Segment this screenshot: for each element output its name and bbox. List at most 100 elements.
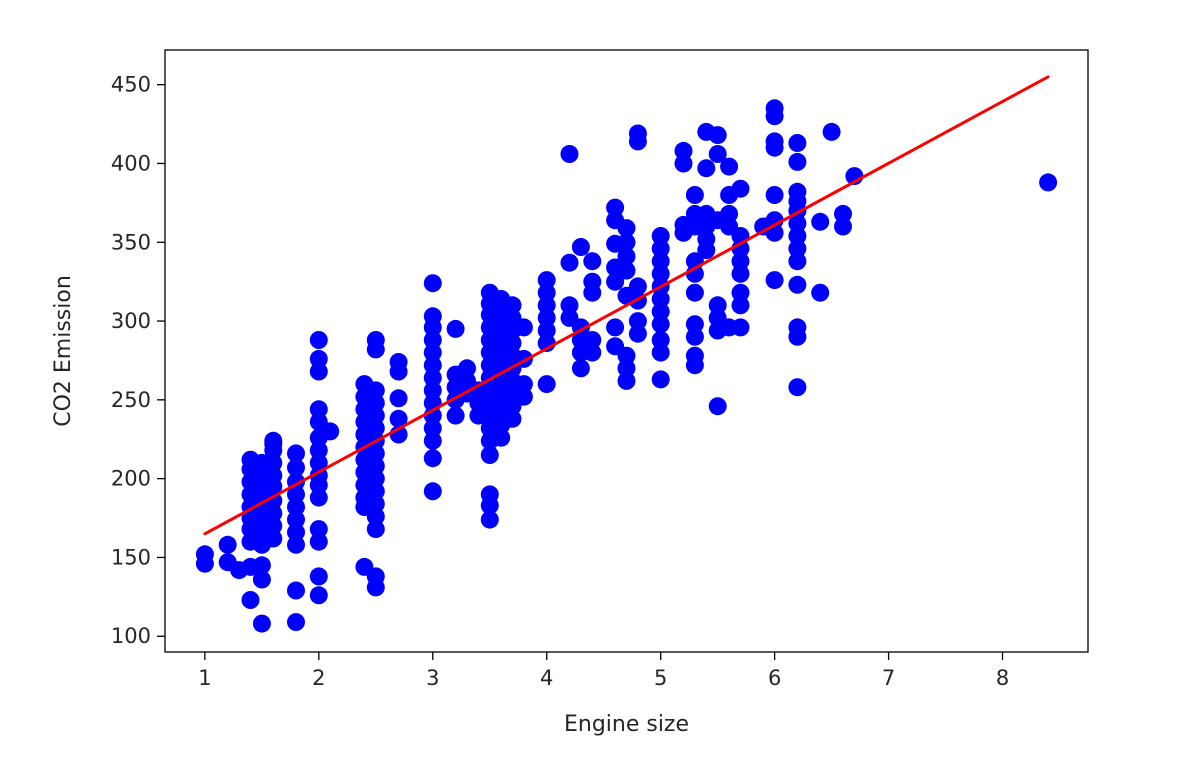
data-point	[309, 488, 328, 507]
regression-line	[203, 75, 1050, 536]
data-point	[503, 409, 522, 428]
data-point	[537, 308, 556, 327]
data-point	[834, 217, 852, 236]
data-point	[423, 449, 442, 468]
data-point	[651, 227, 670, 245]
data-point	[617, 371, 636, 390]
data-point	[822, 122, 841, 141]
data-point	[788, 378, 807, 397]
data-point	[480, 446, 499, 464]
data-point	[560, 253, 579, 272]
data-point	[617, 247, 636, 266]
data-point	[697, 241, 716, 260]
data-point	[287, 510, 305, 529]
data-point	[458, 359, 476, 378]
data-point	[366, 381, 385, 400]
x-tick-label: 3	[426, 666, 439, 690]
data-point	[287, 444, 305, 463]
y-tick-label: 350	[111, 230, 151, 254]
data-point	[366, 444, 385, 463]
data-point	[651, 370, 670, 389]
data-point	[309, 586, 328, 605]
x-tick-label: 6	[768, 666, 781, 690]
data-point	[287, 498, 305, 516]
data-point	[366, 494, 385, 513]
data-point	[617, 261, 636, 280]
data-point	[617, 346, 636, 365]
data-point	[571, 238, 590, 256]
y-tick-label: 250	[111, 388, 151, 412]
data-point	[366, 419, 385, 438]
data-point	[811, 283, 830, 302]
data-point	[651, 239, 670, 258]
data-point	[446, 406, 465, 425]
data-point	[765, 107, 784, 126]
data-point	[708, 126, 727, 145]
data-point	[606, 198, 625, 217]
data-point	[366, 406, 385, 425]
data-point	[264, 453, 283, 472]
data-point	[651, 290, 670, 308]
y-tick-label: 150	[111, 545, 151, 569]
data-point	[366, 340, 385, 359]
data-point	[685, 327, 704, 346]
data-point	[264, 477, 283, 496]
data-point	[628, 277, 647, 296]
data-point	[287, 613, 305, 632]
data-point	[651, 343, 670, 362]
data-point	[1039, 173, 1058, 192]
data-point	[264, 529, 283, 548]
data-point	[309, 441, 328, 460]
data-point	[366, 394, 385, 412]
data-point	[537, 283, 556, 302]
data-point	[606, 272, 625, 291]
data-point	[651, 264, 670, 283]
y-tick-label: 200	[111, 467, 151, 491]
data-point	[537, 375, 556, 394]
data-point	[423, 318, 442, 337]
data-point	[366, 457, 385, 475]
data-point	[731, 296, 750, 315]
data-point	[480, 510, 499, 529]
data-point	[834, 204, 852, 223]
data-point	[423, 381, 442, 400]
data-point	[514, 375, 533, 394]
data-point	[537, 321, 556, 340]
data-point	[765, 271, 784, 290]
data-point	[366, 578, 385, 597]
data-point	[788, 275, 807, 294]
data-point	[480, 496, 499, 515]
data-point	[651, 302, 670, 321]
data-point	[287, 523, 305, 542]
data-point	[264, 516, 283, 535]
x-tick-label: 4	[540, 666, 553, 690]
data-point	[309, 567, 328, 586]
data-point	[811, 212, 830, 231]
data-point	[423, 431, 442, 450]
x-axis: 1 2 3 4 5 6 7 8	[198, 652, 1009, 690]
data-point	[628, 132, 647, 151]
data-points	[195, 99, 1058, 633]
data-point	[309, 453, 328, 472]
data-point	[264, 504, 283, 523]
data-point	[366, 482, 385, 501]
x-tick-label: 1	[198, 666, 211, 690]
data-point	[765, 138, 784, 157]
data-point	[252, 556, 271, 575]
data-point	[583, 252, 602, 271]
data-point	[788, 227, 807, 245]
data-point	[423, 274, 442, 293]
data-point	[264, 435, 283, 453]
y-tick-label: 450	[111, 73, 151, 97]
data-point	[571, 359, 590, 378]
data-point	[492, 428, 511, 447]
data-point	[685, 315, 704, 334]
data-point	[731, 264, 750, 283]
data-point	[309, 532, 328, 551]
data-point	[731, 179, 750, 198]
data-point	[537, 296, 556, 315]
data-point	[366, 507, 385, 526]
data-point	[617, 233, 636, 252]
data-point	[685, 356, 704, 375]
